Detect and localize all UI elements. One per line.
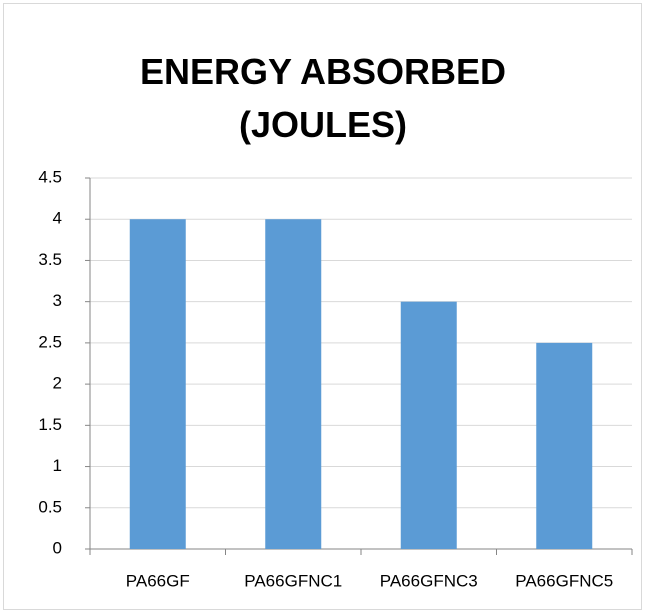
x-tick-label: PA66GFNC5 [515,571,613,590]
y-tick-label: 3 [53,291,62,310]
bar [400,301,457,549]
bar [129,219,186,549]
x-tick-label: PA66GF [126,571,190,590]
y-tick-label: 0.5 [38,497,62,516]
chart-frame [3,3,642,610]
y-tick-label: 1.5 [38,415,62,434]
chart-title: ENERGY ABSORBED (JOULES) [139,51,507,145]
x-tick-label: PA66GFNC3 [380,571,478,590]
bar [536,342,593,549]
y-tick-label: 2 [53,374,62,393]
y-tick-label: 4 [53,209,62,228]
y-tick-label: 4.5 [38,167,62,186]
y-tick-label: 0 [53,538,62,557]
x-tick-label: PA66GFNC1 [244,571,342,590]
bar [265,219,322,549]
y-tick-label: 3.5 [38,250,62,269]
y-tick-label: 1 [53,456,62,475]
y-tick-label: 2.5 [38,332,62,351]
